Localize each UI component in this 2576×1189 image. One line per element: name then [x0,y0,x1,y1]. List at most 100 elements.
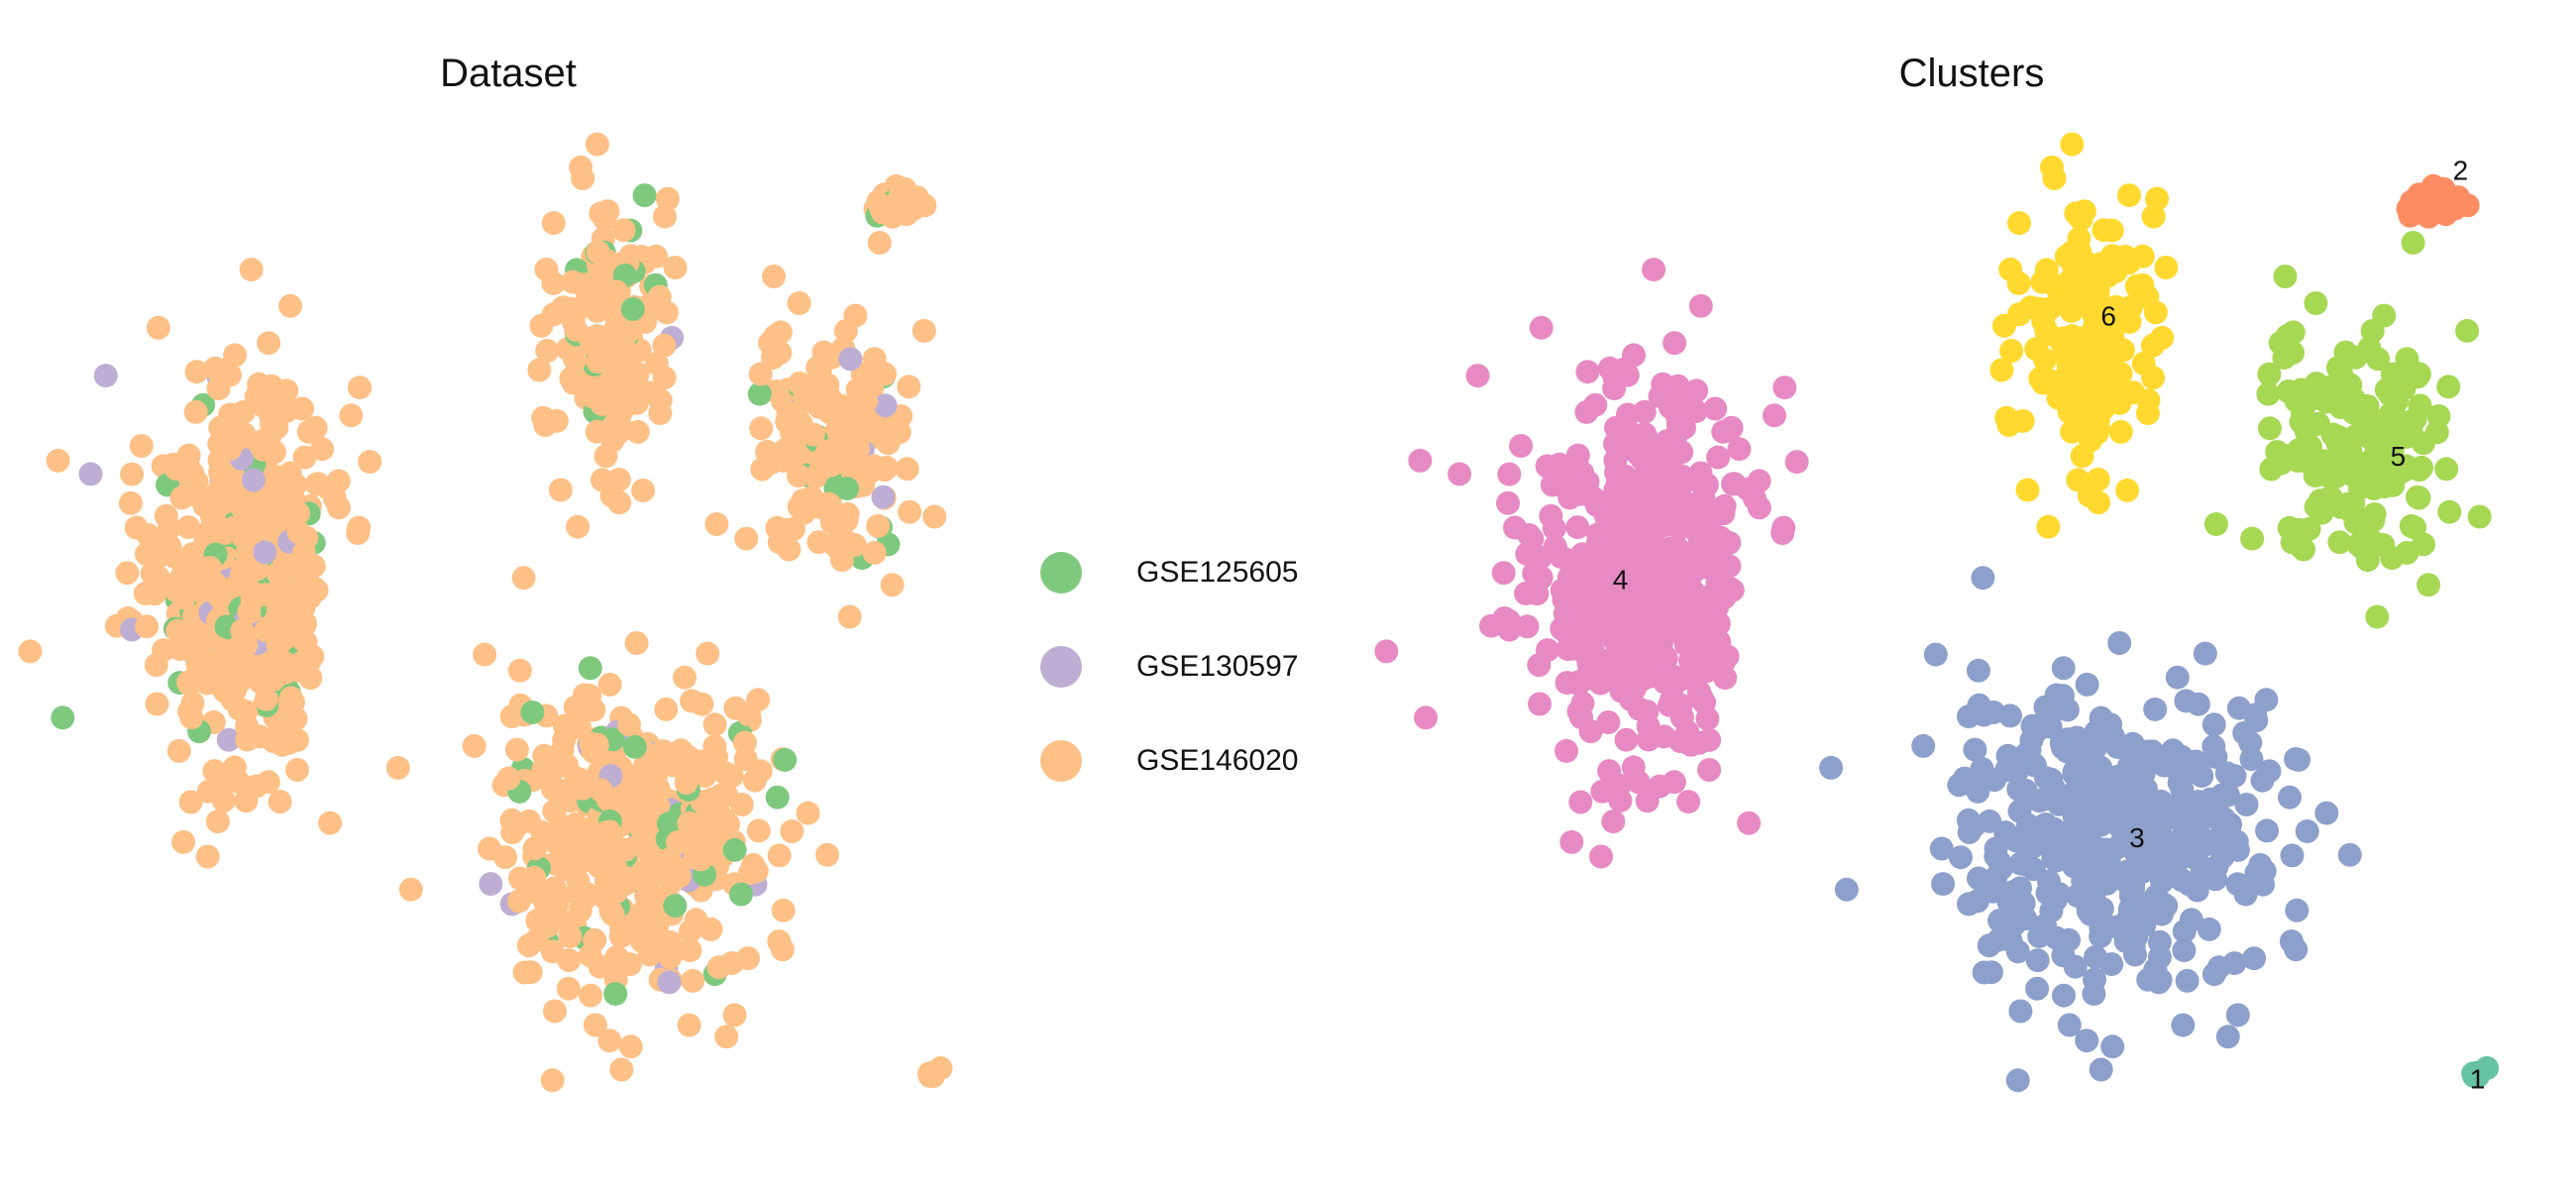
scatter-point [2362,477,2386,501]
scatter-point [2157,830,2182,855]
scatter-point [2303,464,2327,488]
scatter-point [1953,766,1977,791]
scatter-point [655,186,680,211]
scatter-point [2146,811,2171,836]
scatter-point [2007,799,2032,823]
scatter-point [871,485,896,509]
scatter-point [176,443,201,468]
scatter-point [207,585,232,609]
scatter-point [2083,279,2107,304]
scatter-point [2305,372,2328,395]
scatter-point [2437,499,2462,524]
scatter-point [808,449,833,474]
scatter-point [1668,667,1693,692]
scatter-point [2408,393,2432,418]
scatter-point [543,999,567,1024]
scatter-point [2201,712,2226,737]
scatter-point [663,256,688,279]
scatter-point [2416,573,2441,597]
scatter-point [2087,490,2110,515]
scatter-point [2033,347,2057,372]
scatter-point [278,686,303,710]
cluster-label: 3 [2129,822,2145,853]
scatter-point [257,331,281,356]
scatter-point [1784,450,1809,475]
scatter-point [1957,820,1982,844]
dataset-scatter [18,132,953,1093]
scatter-point [1604,415,1628,440]
scatter-point [678,938,702,963]
scatter-point [673,665,697,690]
scatter-point [234,789,259,813]
scatter-point [2463,1061,2488,1086]
scatter-point [197,556,222,580]
scatter-point [2013,778,2038,803]
scatter-point [2061,350,2086,375]
scatter-point [1509,434,1534,458]
scatter-point [1614,727,1639,752]
scatter-point [124,515,149,540]
scatter-point [838,347,863,372]
scatter-point [1999,914,2024,938]
scatter-point [2108,419,2133,444]
scatter-point [247,372,271,396]
scatter-point [1678,732,1703,757]
scatter-point [1658,540,1682,565]
scatter-point [266,632,290,657]
scatter-point [326,469,351,493]
scatter-point [570,776,594,801]
scatter-point [2360,319,2385,343]
scatter-point [2006,302,2031,327]
scatter-point [862,540,887,565]
scatter-point [791,488,815,513]
scatter-point [2107,631,2132,655]
scatter-point [1448,462,1472,486]
scatter-point [2234,793,2259,816]
scatter-point [592,257,617,281]
scatter-point [2060,419,2085,444]
scatter-point [1771,515,1796,540]
scatter-point [2026,296,2051,321]
legend-label: GSE146020 [1136,743,1299,777]
scatter-point [2400,421,2423,446]
scatter-point [647,284,672,309]
scatter-point [734,526,759,551]
scatter-point [2038,714,2063,739]
scatter-point [816,491,841,516]
scatter-point [339,403,364,428]
scatter-point [2308,488,2332,513]
legend-label: GSE130597 [1136,649,1299,683]
scatter-point [2256,381,2281,406]
scatter-point [1689,686,1714,710]
scatter-point [1550,578,1574,602]
scatter-point [1967,866,1990,891]
scatter-point [912,193,937,218]
scatter-point [1604,657,1629,682]
scatter-point [541,211,566,236]
scatter-point [856,461,881,486]
scatter-point [2434,457,2459,482]
scatter-point [239,258,264,282]
scatter-point [51,705,75,730]
scatter-point [1556,548,1580,573]
scatter-point [209,487,233,512]
scatter-point [835,502,860,526]
scatter-point [590,468,614,492]
scatter-point [1994,758,2019,783]
scatter-point [780,819,805,843]
scatter-point [1819,755,1844,780]
scatter-point [294,525,319,550]
scatter-point [241,468,266,492]
scatter-point [1667,516,1692,541]
scatter-point [622,734,647,759]
scatter-point [235,665,260,689]
scatter-point [504,737,529,762]
scatter-point [327,495,351,520]
scatter-point [2273,265,2298,288]
scatter-point [1503,515,1527,540]
scatter-point [2258,416,2282,441]
scatter-point [533,413,558,437]
scatter-point [2117,753,2142,778]
scatter-point [1491,561,1516,586]
scatter-point [865,357,890,381]
